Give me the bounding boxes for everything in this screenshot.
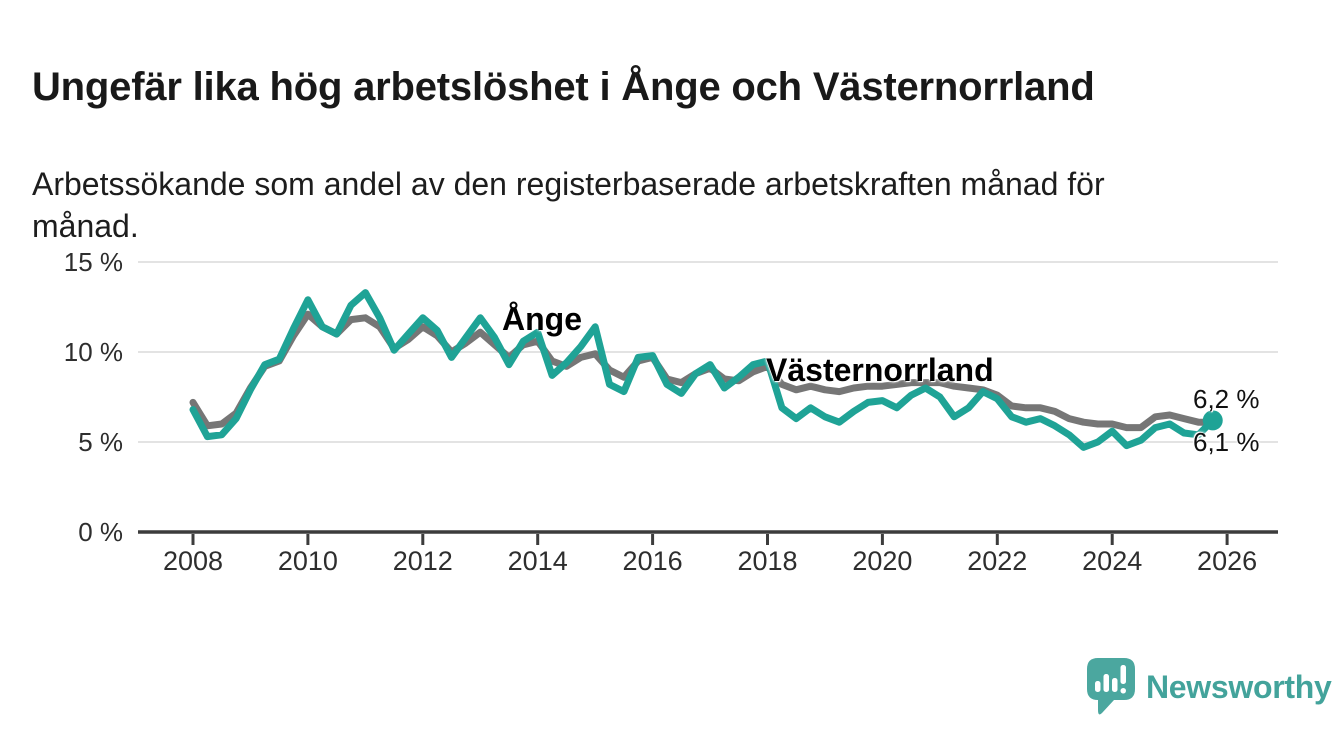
x-tick-label: 2010 bbox=[278, 546, 338, 576]
latest-value-label-vasternorrland: 6,1 % bbox=[1193, 427, 1260, 457]
series-line-ånge bbox=[189, 289, 1217, 451]
y-tick-label: 15 % bbox=[64, 247, 123, 277]
x-tick-label: 2018 bbox=[737, 546, 797, 576]
page-subtitle: Arbetssökande som andel av den registerb… bbox=[32, 166, 1105, 244]
bar-chart-speech-bubble-icon bbox=[1087, 658, 1135, 715]
x-tick-label: 2012 bbox=[393, 546, 453, 576]
x-tick-label: 2020 bbox=[852, 546, 912, 576]
series-label-vasternorrland: Västernorrland bbox=[766, 352, 994, 388]
x-tick-label: 2016 bbox=[623, 546, 683, 576]
newsworthy-logo-text: Newsworthy bbox=[1146, 668, 1332, 705]
y-tick-label: 10 % bbox=[64, 337, 123, 367]
series-label-ange: Ånge bbox=[502, 301, 582, 337]
y-tick-label: 0 % bbox=[78, 517, 123, 547]
latest-value-dot bbox=[1202, 410, 1223, 431]
x-tick-label: 2024 bbox=[1082, 546, 1142, 576]
page-title: Ungefär lika hög arbetslöshet i Ånge och… bbox=[32, 64, 1095, 109]
newsworthy-logo[interactable]: Newsworthy bbox=[1086, 657, 1332, 717]
latest-value-label-ange: 6,2 % bbox=[1193, 384, 1260, 414]
x-tick-label: 2014 bbox=[508, 546, 568, 576]
x-tick-label: 2022 bbox=[967, 546, 1027, 576]
y-tick-label: 5 % bbox=[78, 427, 123, 457]
x-tick-label: 2008 bbox=[163, 546, 223, 576]
x-tick-label: 2026 bbox=[1197, 546, 1257, 576]
